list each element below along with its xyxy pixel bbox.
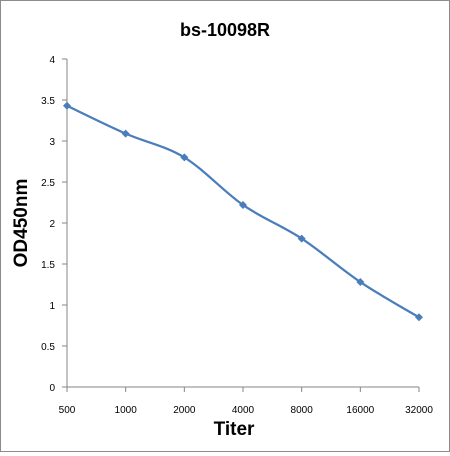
x-tick-label: 4000 — [232, 405, 255, 416]
x-tick-label: 500 — [59, 405, 76, 416]
data-point-marker — [356, 278, 365, 287]
data-point-marker — [63, 101, 71, 110]
x-tick-label: 1000 — [115, 405, 138, 416]
y-tick-label: 3 — [49, 137, 55, 148]
x-tick-label: 8000 — [291, 405, 314, 416]
y-tick-label: 2.5 — [41, 178, 55, 189]
data-point-marker — [121, 129, 130, 138]
x-tick-labels: 500 1000 2000 4000 8000 16000 32000 — [59, 405, 434, 416]
data-point-marker — [415, 313, 423, 322]
x-tick-label: 16000 — [346, 405, 374, 416]
y-tick-label: 0 — [49, 383, 55, 394]
y-tick-label: 1.5 — [41, 260, 55, 271]
y-tick-label: 4 — [49, 55, 55, 66]
y-tick-label: 1 — [49, 301, 55, 312]
x-axis-title: Titer — [214, 419, 255, 440]
data-point-marker — [239, 200, 247, 209]
y-tick-label: 2 — [49, 219, 55, 230]
data-point-marker — [180, 153, 189, 162]
y-tick-label: 0.5 — [41, 342, 55, 353]
y-axis-title: OD450nm — [11, 179, 32, 268]
x-tick-label: 2000 — [173, 405, 196, 416]
y-tick-label: 3.5 — [41, 96, 55, 107]
series-line — [66, 104, 420, 319]
chart-title: bs-10098R — [180, 20, 270, 40]
series-group — [63, 101, 423, 322]
x-tick-label: 32000 — [405, 405, 433, 416]
data-point-marker — [297, 234, 306, 243]
y-tick-labels: 0 0.5 1 1.5 2 2.5 3 3.5 4 — [41, 55, 55, 394]
axes — [62, 58, 420, 392]
